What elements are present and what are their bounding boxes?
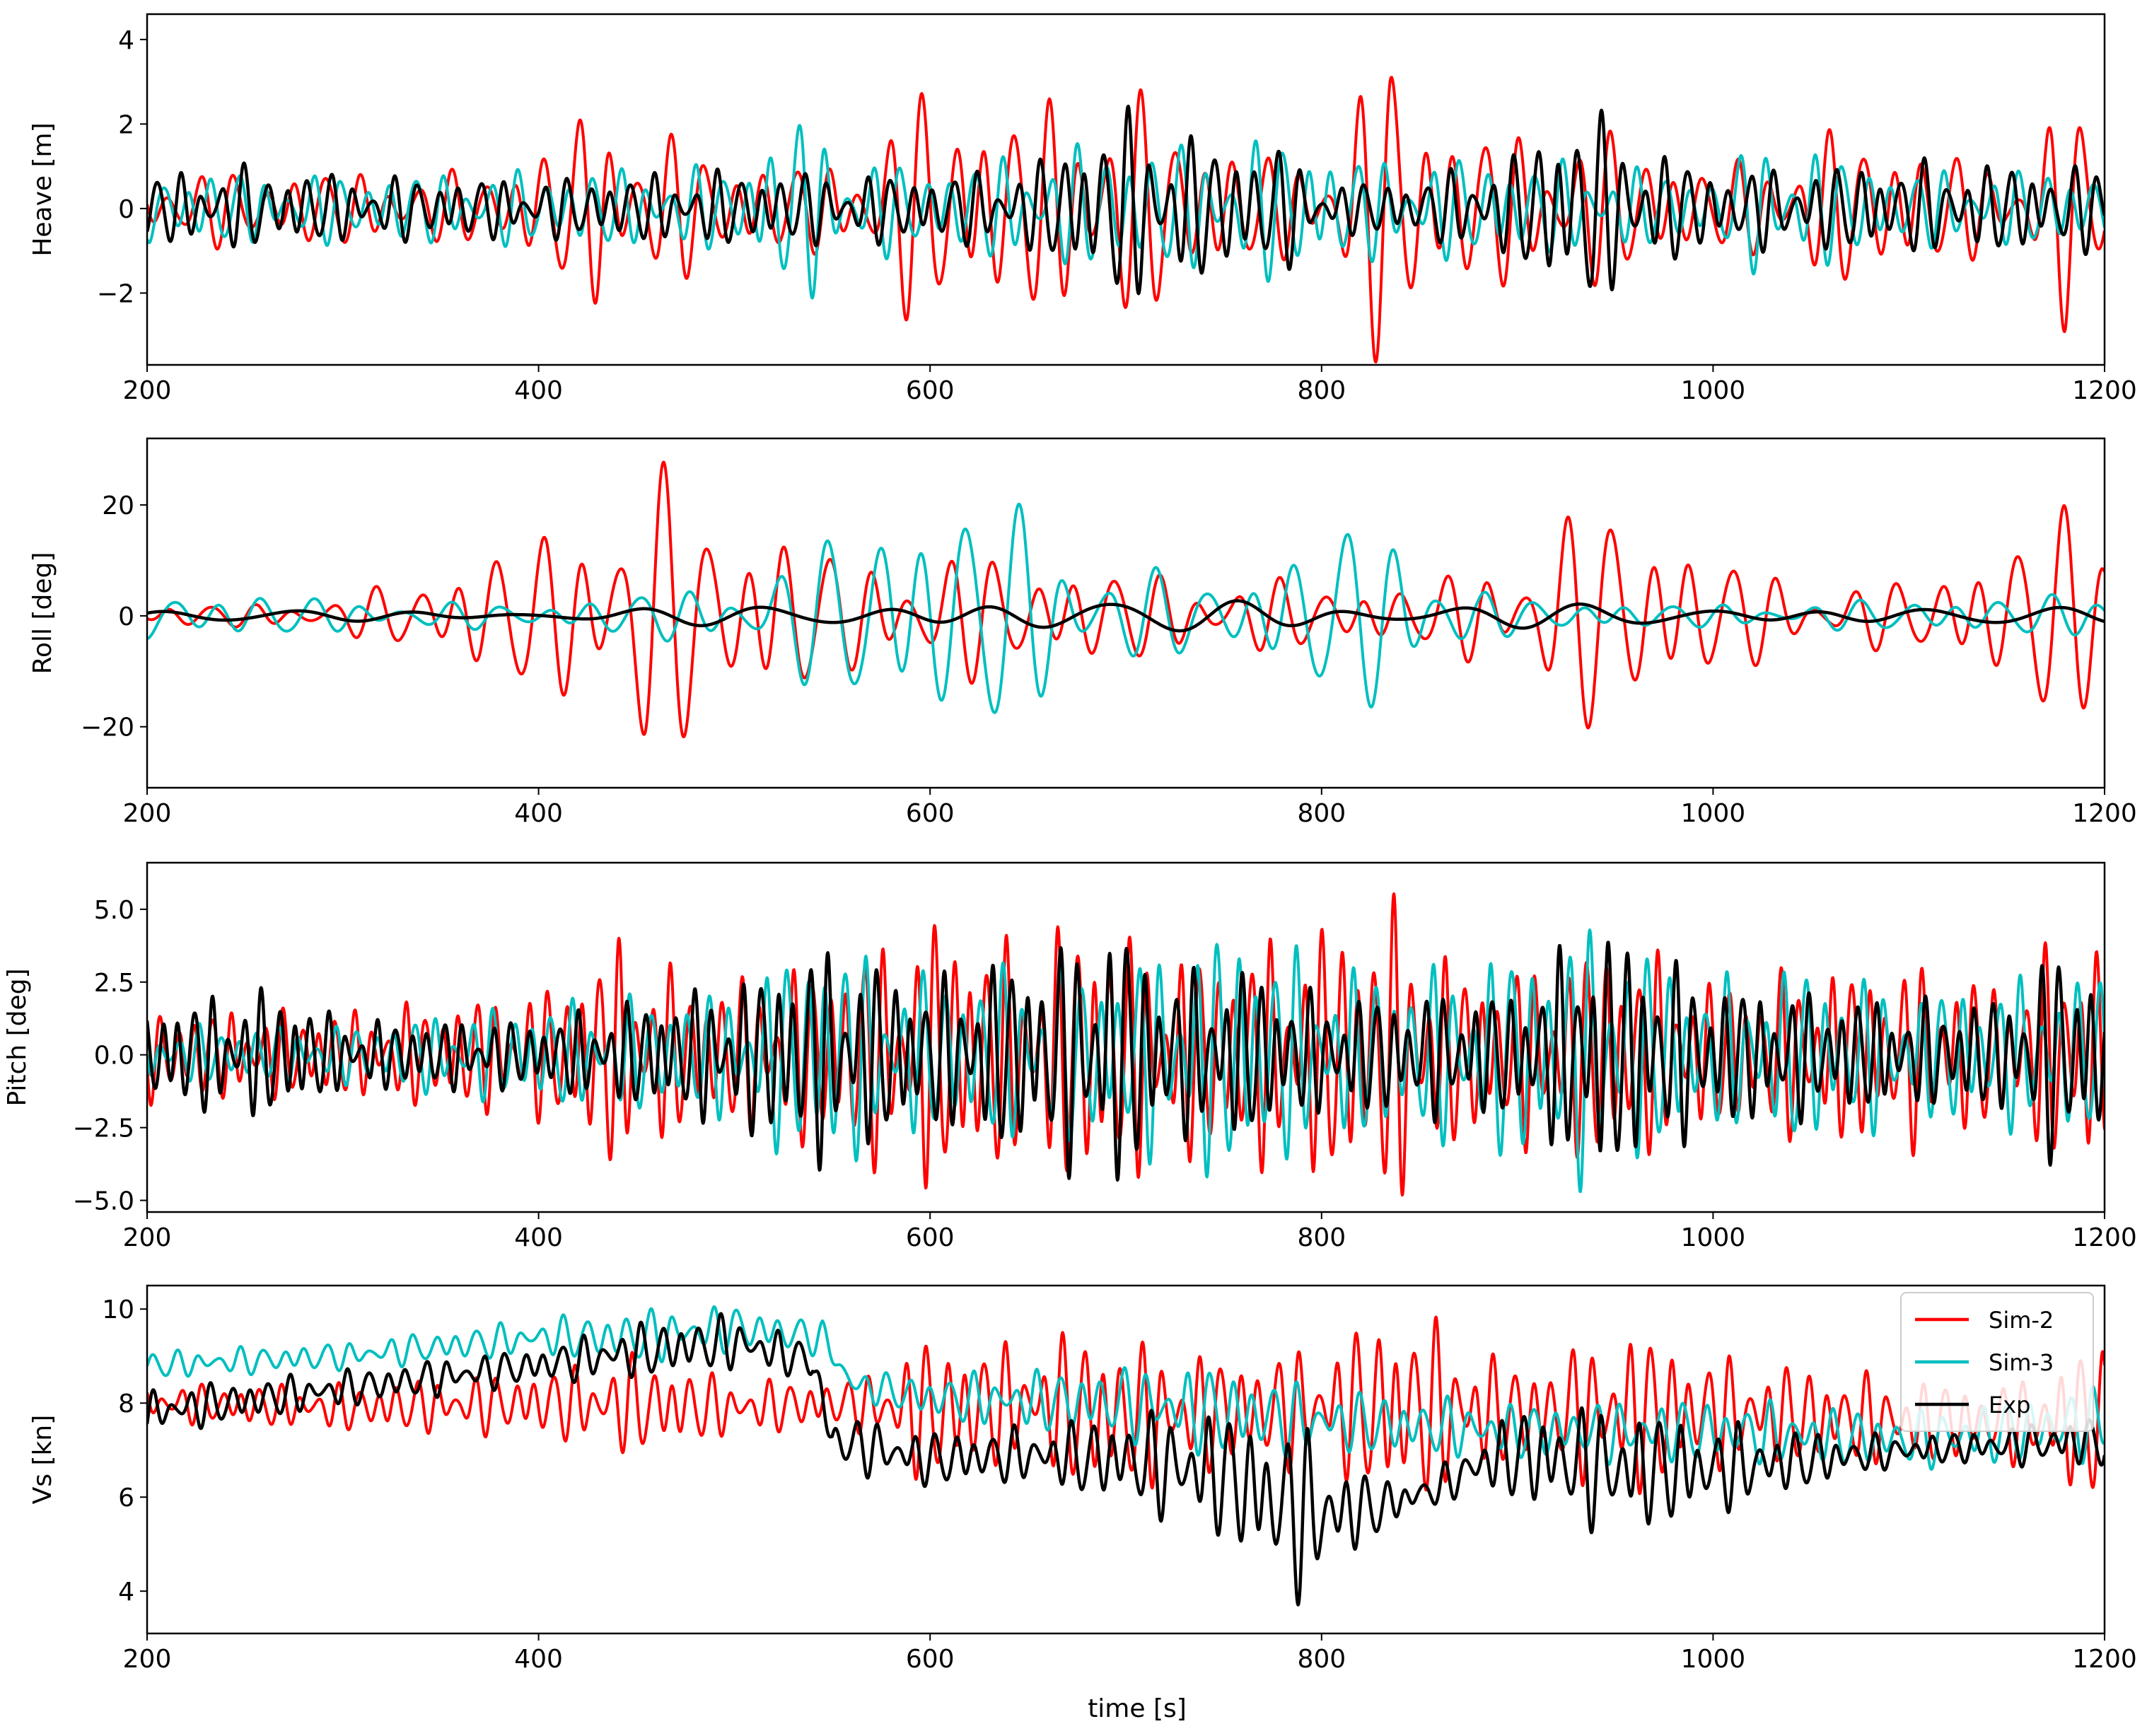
y-tick-label: 0.0 [94, 1042, 134, 1071]
series-line-roll-exp [147, 599, 2105, 633]
x-tick-label: 1000 [1681, 1223, 1746, 1252]
panel-vs: 200 400 600 800 1000 1200 4 6 8 10 Vs [kn] [28, 1284, 2137, 1674]
series-line-pitch-sim-2 [147, 892, 2105, 1197]
x-tick-label: 1200 [2072, 1223, 2137, 1252]
x-axis-label: time [s] [1088, 1694, 1187, 1723]
y-axis-label-pitch: Pitch [deg] [3, 968, 32, 1106]
series-group-pitch [147, 892, 2105, 1197]
y-tick-label: −2.5 [73, 1114, 134, 1143]
y-tick-label: 6 [118, 1484, 134, 1513]
y-tick-label: 4 [118, 26, 134, 55]
y-tick-label: 8 [118, 1390, 134, 1418]
y-tick-label: 10 [102, 1295, 134, 1324]
x-tick-label: 600 [906, 799, 955, 828]
x-tick-label: 1200 [2072, 376, 2137, 405]
x-tick-label: 1000 [1681, 376, 1746, 405]
series-line-pitch-exp [147, 940, 2105, 1182]
legend-label-exp: Exp [1989, 1392, 2030, 1418]
y-tick-label: 2 [118, 110, 134, 139]
x-tick-label: 800 [1297, 799, 1346, 828]
x-tick-label: 200 [123, 1645, 172, 1674]
x-tick-label: 400 [514, 376, 563, 405]
y-tick-label: 4 [118, 1578, 134, 1607]
y-tick-label: 2.5 [94, 969, 134, 998]
y-tick-label: −5.0 [73, 1187, 134, 1216]
series-line-vs-exp [147, 1312, 2105, 1607]
series-group-roll [147, 460, 2105, 738]
axes-frame-roll [146, 437, 2106, 789]
series-line-heave-sim-2 [147, 76, 2105, 363]
legend-label-sim-3: Sim-3 [1989, 1349, 2054, 1376]
y-tick-label: 20 [102, 491, 134, 520]
x-tick-label: 600 [906, 1223, 955, 1252]
x-tick-label: 1000 [1681, 799, 1746, 828]
axes-frame-vs [146, 1284, 2106, 1635]
x-tick-label: 200 [123, 1223, 172, 1252]
y-axis-label-roll: Roll [deg] [28, 552, 57, 675]
y-axis-label-heave: Heave [m] [28, 122, 57, 256]
series-line-roll-sim-2 [147, 460, 2105, 738]
series-group-vs [147, 1305, 2105, 1607]
y-tick-label: 0 [118, 195, 134, 224]
y-tick-label: 0 [118, 602, 134, 631]
panel-roll: 200 400 600 800 1000 1200 −20 0 20 Roll [deg] [28, 437, 2137, 828]
series-line-heave-exp [147, 105, 2105, 296]
y-tick-label: 5.0 [94, 896, 134, 925]
legend-label-sim-2: Sim-2 [1989, 1307, 2054, 1334]
x-tick-label: 600 [906, 1645, 955, 1674]
axes-frame-heave [146, 13, 2106, 366]
panel-heave: 200 400 600 800 1000 1200 −2 0 2 4 Heave [m] [28, 13, 2137, 405]
y-axis-label-vs: Vs [kn] [28, 1415, 57, 1505]
x-tick-label: 1200 [2072, 799, 2137, 828]
legend-box [1900, 1292, 2094, 1432]
series-group-heave [147, 76, 2105, 363]
y-tick-label: −2 [97, 279, 134, 308]
series-line-roll-sim-3 [147, 502, 2105, 714]
x-tick-label: 200 [123, 376, 172, 405]
legend: Sim-2 Sim-3 Exp [1900, 1292, 2094, 1432]
x-tick-label: 600 [906, 376, 955, 405]
panel-pitch: 200 400 600 800 1000 1200 −5.0 −2.5 0.0 2.5 5.0 Pit… [3, 861, 2137, 1252]
x-tick-label: 400 [514, 1645, 563, 1674]
x-tick-label: 800 [1297, 376, 1346, 405]
y-tick-label: −20 [81, 713, 134, 742]
x-tick-label: 400 [514, 799, 563, 828]
x-tick-label: 800 [1297, 1223, 1346, 1252]
x-tick-label: 1000 [1681, 1645, 1746, 1674]
x-tick-label: 1200 [2072, 1645, 2137, 1674]
series-line-pitch-sim-3 [147, 928, 2105, 1194]
axes-frame-pitch [146, 861, 2106, 1213]
x-tick-label: 200 [123, 799, 172, 828]
x-tick-label: 800 [1297, 1645, 1346, 1674]
x-tick-label: 400 [514, 1223, 563, 1252]
